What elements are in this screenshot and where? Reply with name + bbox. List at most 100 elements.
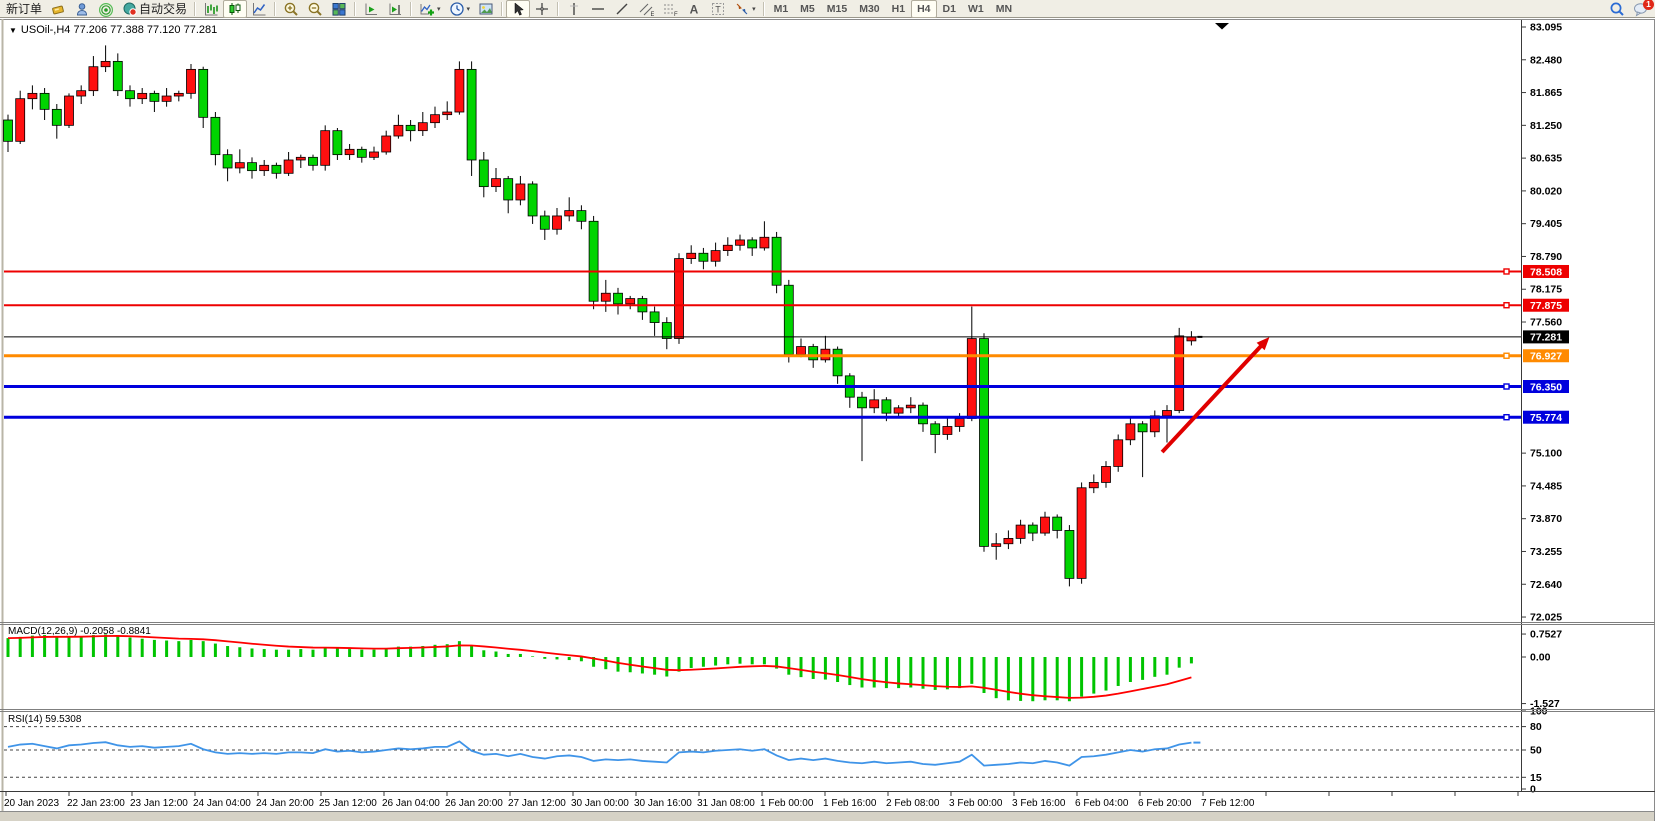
timeframe-m30-button[interactable]: M30 <box>853 0 885 18</box>
timeframe-h4-button[interactable]: H4 <box>911 0 937 18</box>
auto-trading-button[interactable]: 自动交易 <box>118 0 191 18</box>
notifications-button[interactable]: 1 <box>1629 0 1654 18</box>
support-line-1[interactable] <box>4 352 1521 359</box>
timeframe-w1-button[interactable]: W1 <box>962 0 990 18</box>
timeframe-d1-button[interactable]: D1 <box>937 0 962 18</box>
main-toolbar: 新订单 自动交易 ▾ ▾ E F A T ▾ M1 M5 M15 M30 H1 H4 D1 W1 MN 1 <box>0 0 1655 18</box>
arrows-button[interactable]: ▾ <box>730 0 760 18</box>
macd-indicator-label[interactable]: MACD(12,26,9) -0.2058 -0.8841 <box>8 626 151 637</box>
channel-button[interactable]: E <box>634 0 658 18</box>
dropdown-caret-icon: ▾ <box>437 5 441 13</box>
price-level-label-75.774: 75.774 <box>1523 410 1569 424</box>
toolbar-separator <box>274 1 277 16</box>
resistance-line-1[interactable] <box>4 268 1521 275</box>
channel-icon: E <box>638 1 655 18</box>
support-person-icon <box>74 1 90 17</box>
chart-shift-button[interactable] <box>383 0 407 18</box>
text-button[interactable]: A <box>682 0 706 18</box>
vertical-line-button[interactable] <box>562 0 586 18</box>
signals-button[interactable] <box>94 0 118 18</box>
chart-canvas[interactable]: 83.095 82.480 81.865 81.250 80.635 80.020 79.4… <box>0 18 1655 821</box>
new-order-button-label: 新订单 <box>6 2 43 16</box>
svg-text:6 Feb 20:00: 6 Feb 20:00 <box>1138 798 1192 809</box>
zoom-in-button[interactable] <box>279 0 303 18</box>
svg-text:3 Feb 16:00: 3 Feb 16:00 <box>1012 798 1066 809</box>
resistance-line-2[interactable] <box>4 302 1521 309</box>
svg-text:23 Jan 12:00: 23 Jan 12:00 <box>130 798 188 809</box>
timeframe-m5-button[interactable]: M5 <box>794 0 821 18</box>
timeframe-mn-button[interactable]: MN <box>990 0 1018 18</box>
text-label-button[interactable]: T <box>706 0 730 18</box>
svg-text:E: E <box>651 12 655 17</box>
svg-text:72.025: 72.025 <box>1530 612 1562 624</box>
timeframe-d1-button-label: D1 <box>942 2 956 15</box>
templates-button[interactable] <box>474 0 498 18</box>
svg-text:24 Jan 04:00: 24 Jan 04:00 <box>193 798 251 809</box>
support-line-2[interactable] <box>4 383 1521 390</box>
price-axis[interactable]: 83.095 82.480 81.865 81.250 80.635 80.020 79.4… <box>1521 20 1562 796</box>
trendline-button[interactable] <box>610 0 634 18</box>
svg-text:80.020: 80.020 <box>1530 185 1562 197</box>
macd-pane[interactable] <box>6 634 1193 702</box>
svg-text:75.774: 75.774 <box>1530 412 1562 424</box>
timeframe-m5-button-label: M5 <box>800 2 815 15</box>
svg-text:82.480: 82.480 <box>1530 54 1562 66</box>
chart-shift-marker[interactable] <box>1215 23 1229 30</box>
rsi-pane[interactable] <box>4 726 1521 778</box>
symbol-dropdown-icon[interactable]: ▼ <box>9 26 17 35</box>
gold-tag-icon <box>50 1 66 17</box>
price-level-label-76.350: 76.350 <box>1523 380 1569 393</box>
svg-text:27 Jan 12:00: 27 Jan 12:00 <box>508 798 566 809</box>
timeframe-m15-button[interactable]: M15 <box>821 0 853 18</box>
search-button[interactable] <box>1605 0 1629 18</box>
cursor-button[interactable] <box>506 0 531 18</box>
support-line-3[interactable] <box>4 414 1521 421</box>
fibo-icon: F <box>662 1 678 18</box>
indicators-button[interactable]: ▾ <box>415 0 445 18</box>
svg-text:80.635: 80.635 <box>1530 153 1562 165</box>
bar-chart-button[interactable] <box>199 0 223 18</box>
crosshair-button[interactable] <box>530 0 554 18</box>
signal-icon <box>98 1 114 17</box>
notification-badge: 1 <box>1643 0 1654 10</box>
fibonacci-button[interactable]: F <box>658 0 682 18</box>
candlestick-series[interactable] <box>3 45 1203 587</box>
horizontal-line-button[interactable] <box>586 0 610 18</box>
bars-icon <box>203 1 219 17</box>
text-a-icon: A <box>686 1 702 17</box>
pane-separators[interactable] <box>0 622 1655 792</box>
timeframe-h1-button[interactable]: H1 <box>886 0 911 18</box>
support-button[interactable] <box>70 0 94 18</box>
arrows-icon <box>734 1 750 17</box>
svg-text:-1.527: -1.527 <box>1530 698 1560 710</box>
line-chart-button[interactable] <box>247 0 271 18</box>
trend-arrow-annotation[interactable] <box>1160 336 1270 454</box>
timeframe-m30-button-label: M30 <box>859 2 880 15</box>
tile-windows-button[interactable] <box>327 0 351 18</box>
svg-text:A: A <box>690 2 699 16</box>
indicator-add-icon <box>419 1 435 17</box>
svg-text:20 Jan 2023: 20 Jan 2023 <box>4 798 59 809</box>
search-icon <box>1609 1 1625 17</box>
time-axis[interactable]: 20 Jan 2023 22 Jan 23:00 23 Jan 12:00 24 Ja… <box>4 792 1519 809</box>
timeframe-h1-button-label: H1 <box>891 2 906 15</box>
rsi-indicator-label[interactable]: RSI(14) 59.5308 <box>8 714 82 725</box>
new-order-button[interactable]: 新订单 <box>2 0 46 18</box>
zoom-out-button[interactable] <box>303 0 327 18</box>
timeframe-h4-button-label: H4 <box>917 2 931 15</box>
timeframe-m1-button[interactable]: M1 <box>768 0 795 18</box>
macd-signal-line <box>7 635 1192 699</box>
charts-bar-button[interactable] <box>46 0 70 18</box>
auto-trading-button-label: 自动交易 <box>139 2 188 16</box>
dropdown-caret-icon: ▾ <box>752 5 756 13</box>
svg-text:22 Jan 23:00: 22 Jan 23:00 <box>67 798 125 809</box>
svg-text:T: T <box>715 4 721 14</box>
candle-chart-button[interactable] <box>223 0 248 18</box>
periods-button[interactable]: ▾ <box>445 0 475 18</box>
auto-scroll-button[interactable] <box>359 0 383 18</box>
zoom-out-icon <box>307 1 323 17</box>
svg-text:78.790: 78.790 <box>1530 251 1562 263</box>
svg-text:0.00: 0.00 <box>1530 652 1551 664</box>
svg-text:0: 0 <box>1530 784 1536 796</box>
svg-text:50: 50 <box>1530 745 1542 757</box>
